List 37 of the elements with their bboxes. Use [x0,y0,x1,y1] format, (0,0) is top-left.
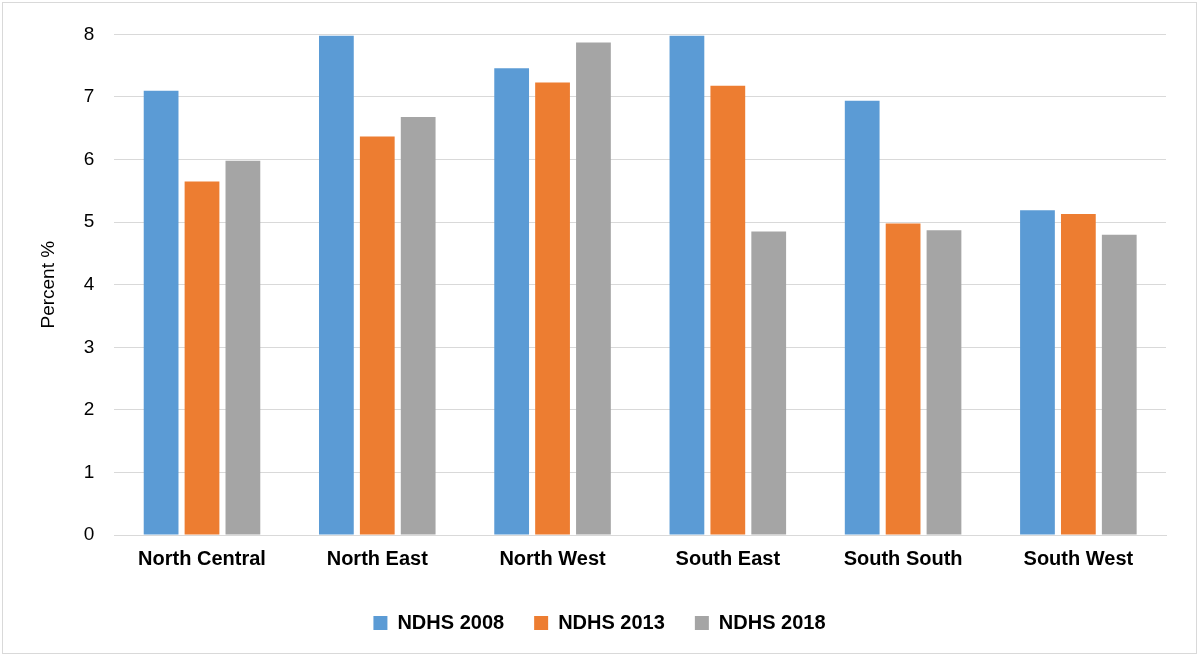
y-tick-label: 6 [83,147,95,169]
bar [926,230,962,535]
bar [225,160,261,535]
bar [319,35,354,535]
y-tick-label: 2 [83,398,95,420]
bar [359,136,395,535]
y-tick-label: 8 [83,22,95,44]
x-tick-label: North West [499,546,607,569]
bar [494,68,530,535]
bar [669,35,705,535]
x-tick-label: South South [843,546,963,569]
bar [400,117,436,535]
bar [1020,210,1055,535]
y-tick-label: 5 [83,210,95,232]
y-tick-label: 7 [83,85,95,107]
legend-label: NDHS 2018 [718,610,826,633]
legend-label: NDHS 2013 [558,610,665,633]
bar [1101,234,1137,535]
bar [885,223,921,535]
bar [143,90,179,535]
bar [535,82,570,535]
y-axis-title: Percent % [36,240,58,329]
bar [710,85,746,535]
legend-label: NDHS 2008 [397,610,505,633]
x-tick-label: North East [326,546,429,569]
bar [844,100,880,535]
y-tick-label: 4 [83,272,95,294]
bar [576,42,611,535]
bar [1060,213,1096,535]
y-tick-label: 3 [83,335,95,357]
bar [751,231,787,535]
x-tick-label: South West [1023,546,1134,569]
x-tick-label: North Central [138,546,266,569]
bar [184,181,220,535]
y-tick-label: 1 [83,460,95,482]
y-tick-label: 0 [83,523,95,545]
x-tick-label: South East [675,546,781,569]
